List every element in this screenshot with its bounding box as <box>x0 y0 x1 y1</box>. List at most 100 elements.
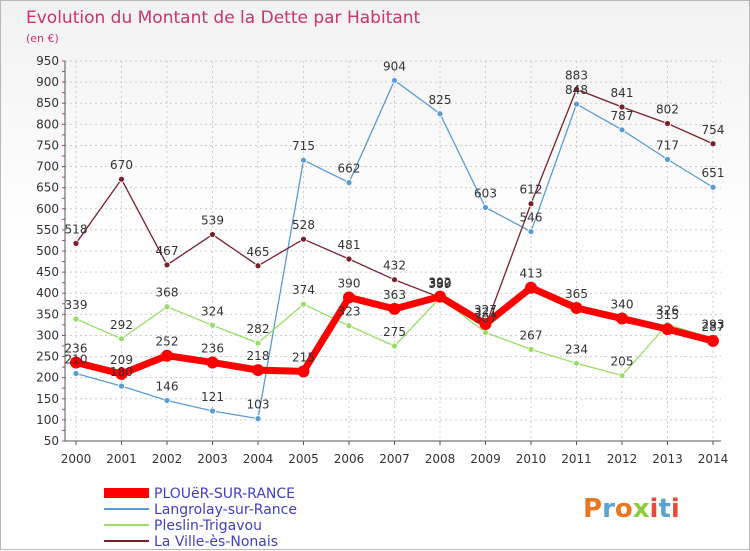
y-tick-label: 800 <box>36 117 59 131</box>
data-label: 528 <box>292 218 315 232</box>
data-label: 883 <box>565 68 588 82</box>
y-tick-label: 300 <box>36 328 59 342</box>
data-label: 467 <box>156 244 179 258</box>
data-point <box>70 356 82 369</box>
data-label: 209 <box>110 353 133 367</box>
data-point <box>664 155 671 163</box>
data-label: 662 <box>338 162 361 176</box>
x-tick-label: 2014 <box>698 452 729 466</box>
logo-letter: t <box>658 494 670 524</box>
data-label: 481 <box>338 238 361 252</box>
data-label: 651 <box>702 166 725 180</box>
data-point <box>252 364 264 377</box>
data-point <box>115 367 128 380</box>
data-point <box>664 120 671 127</box>
x-tick-label: 2010 <box>516 452 547 466</box>
data-label: 825 <box>429 93 452 107</box>
x-tick-label: 2013 <box>652 452 683 466</box>
data-label: 518 <box>65 222 88 236</box>
data-label: 340 <box>611 298 634 312</box>
data-point <box>300 156 307 164</box>
data-label: 392 <box>429 276 452 290</box>
data-label: 904 <box>383 59 406 73</box>
data-point <box>525 281 537 294</box>
data-label: 205 <box>611 355 634 369</box>
data-label: 275 <box>383 325 406 339</box>
legend-label: PLOUëR-SUR-RANCE <box>154 486 295 502</box>
data-label: 374 <box>292 283 315 297</box>
x-tick-label: 2006 <box>334 452 365 466</box>
data-point <box>118 382 125 390</box>
y-tick-label: 350 <box>36 307 59 321</box>
data-point <box>345 322 353 330</box>
y-tick-label: 500 <box>36 244 59 258</box>
x-tick-label: 2004 <box>243 452 274 466</box>
data-point <box>709 183 717 191</box>
data-label: 215 <box>292 350 315 364</box>
legend-label: Pleslin-Trigavou <box>154 518 262 534</box>
y-tick-label: 200 <box>36 371 59 385</box>
legend: PLOUëR-SUR-RANCELangrolay-sur-RancePlesl… <box>104 486 297 550</box>
data-point <box>618 103 626 111</box>
y-tick-label: 450 <box>36 265 59 279</box>
data-label: 252 <box>156 335 179 349</box>
data-point <box>709 140 717 148</box>
y-tick-label: 100 <box>36 413 59 427</box>
chart-subtitle: (en €) <box>26 32 59 45</box>
data-point <box>72 315 80 323</box>
data-point <box>72 239 80 247</box>
data-point <box>209 407 216 415</box>
x-tick-label: 2011 <box>561 452 592 466</box>
data-point <box>161 349 173 362</box>
y-tick-label: 600 <box>36 202 59 216</box>
data-label: 389 <box>429 277 452 291</box>
x-tick-label: 2005 <box>288 452 319 466</box>
data-point <box>300 300 307 308</box>
data-label: 848 <box>565 83 588 97</box>
data-label: 234 <box>565 342 588 356</box>
data-label: 282 <box>247 322 270 336</box>
data-point <box>345 255 353 263</box>
data-label: 754 <box>702 123 725 137</box>
data-label: 210 <box>65 352 88 366</box>
data-point <box>573 359 580 367</box>
data-point <box>482 204 489 211</box>
data-label: 324 <box>201 304 224 318</box>
y-tick-label: 850 <box>36 96 59 110</box>
chart-title: Evolution du Montant de la Dette par Hab… <box>26 8 421 28</box>
data-label: 715 <box>292 139 315 153</box>
data-label: 315 <box>656 308 679 322</box>
data-point <box>343 291 355 304</box>
data-point <box>254 415 262 423</box>
data-point <box>209 321 216 329</box>
data-point <box>616 312 628 325</box>
data-label: 670 <box>110 158 133 172</box>
x-tick-label: 2000 <box>61 452 92 466</box>
data-point <box>570 302 583 314</box>
data-point <box>391 342 398 350</box>
y-tick-label: 550 <box>36 223 59 237</box>
data-point <box>391 77 398 84</box>
data-label: 218 <box>247 349 270 363</box>
data-label: 121 <box>201 390 224 404</box>
data-label: 841 <box>611 86 634 100</box>
x-tick-label: 2002 <box>152 452 183 466</box>
x-tick-label: 2001 <box>106 452 137 466</box>
proxiti-logo: Proxiti <box>583 494 680 524</box>
data-point <box>118 175 125 183</box>
y-tick-label: 150 <box>36 392 59 406</box>
data-point <box>345 179 353 187</box>
data-point <box>482 329 489 336</box>
data-point <box>391 276 398 284</box>
data-label: 292 <box>110 318 133 332</box>
logo-letter: P <box>583 494 602 524</box>
data-point <box>707 334 719 347</box>
data-point <box>573 85 580 93</box>
data-label: 146 <box>156 379 179 393</box>
data-label: 465 <box>247 245 270 259</box>
data-point <box>527 228 535 235</box>
y-tick-label: 400 <box>36 286 59 300</box>
data-point <box>72 370 80 377</box>
data-label: 293 <box>702 317 725 331</box>
data-point <box>254 339 262 347</box>
